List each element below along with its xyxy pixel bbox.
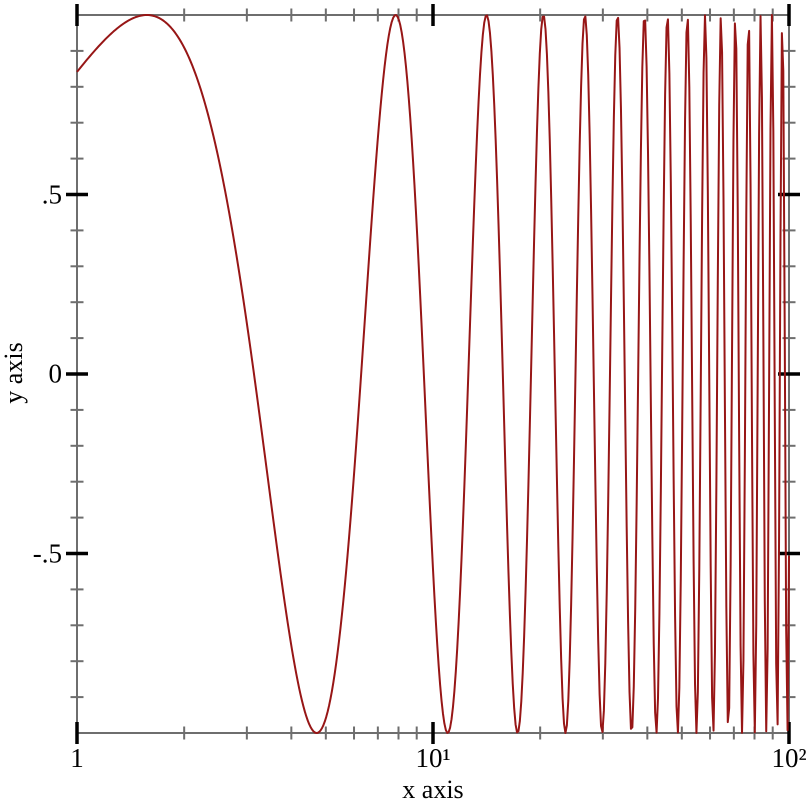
- x-axis-label: x axis: [402, 775, 464, 804]
- y-tick-label: .5: [41, 179, 62, 209]
- x-tick-label: 1: [70, 743, 84, 773]
- y-tick-label: -.5: [32, 538, 62, 568]
- x-tick-label: 10¹: [415, 743, 451, 773]
- y-tick-label: 0: [48, 358, 63, 389]
- x-tick-label: 10²: [771, 743, 807, 773]
- y-axis-label: y axis: [0, 342, 28, 404]
- function-curve-sin: [76, 14, 790, 734]
